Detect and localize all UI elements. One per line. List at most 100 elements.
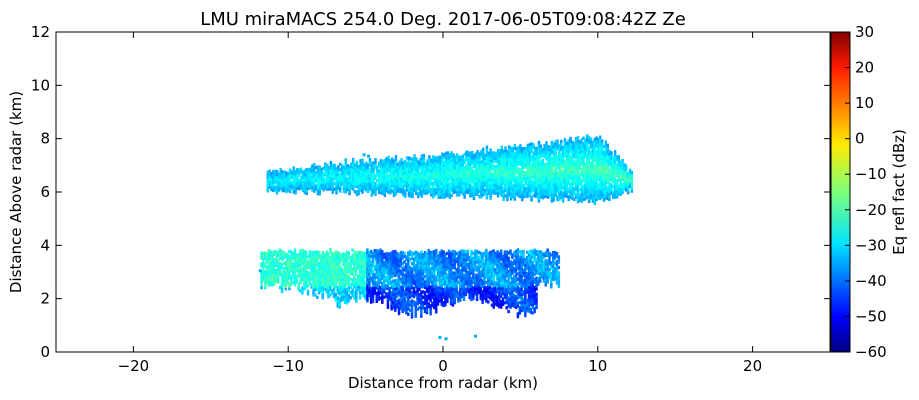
echo-cell [416, 280, 419, 285]
echo-cell [407, 164, 411, 168]
echo-cell [462, 284, 466, 288]
echo-cell [459, 182, 463, 186]
echo-cell [410, 267, 414, 271]
echo-cell [600, 195, 604, 199]
echo-cell [561, 164, 565, 168]
echo-cell [500, 148, 504, 152]
echo-cell [348, 181, 351, 185]
echo-cell [550, 143, 554, 147]
echo-cell [352, 168, 355, 172]
echo-cell [515, 192, 518, 196]
echo-cell [482, 187, 485, 191]
echo-cell [433, 298, 436, 302]
echo-cell [455, 252, 458, 256]
echo-cell [329, 250, 332, 254]
echo-cell [463, 174, 466, 178]
echo-cell [461, 170, 465, 175]
echo-cell [311, 175, 314, 179]
echo-cell [502, 149, 505, 153]
echo-cell [360, 259, 364, 263]
echo-cell [569, 190, 572, 194]
echo-cell [446, 183, 450, 187]
echo-cell [451, 276, 455, 280]
echo-cell [475, 273, 479, 278]
echo-cell [425, 257, 429, 261]
echo-cell [478, 176, 481, 180]
echo-cell [420, 282, 423, 286]
echo-cell [444, 162, 448, 166]
echo-cell [321, 258, 325, 263]
echo-cell [591, 194, 595, 198]
echo-cell [506, 197, 509, 202]
echo-cell [298, 173, 301, 178]
echo-cell [470, 268, 473, 272]
echo-cell [474, 249, 477, 253]
echo-cell [307, 173, 310, 177]
echo-cell [358, 266, 362, 271]
echo-cell [277, 180, 281, 184]
echo-cell [431, 258, 434, 263]
echo-cell [448, 257, 451, 261]
echo-cell [461, 286, 464, 291]
echo-cell [479, 265, 482, 269]
echo-cell [451, 289, 455, 294]
echo-cell [506, 157, 509, 162]
echo-cell [522, 184, 526, 188]
echo-cell [411, 176, 414, 180]
echo-cell [479, 283, 482, 287]
echo-cell [323, 263, 326, 267]
echo-cell [574, 166, 578, 170]
echo-cell [369, 265, 373, 270]
echo-cell [404, 160, 407, 164]
echo-cell [593, 199, 596, 203]
echo-cell [526, 175, 530, 179]
echo-cell [539, 171, 543, 175]
echo-cell [433, 166, 437, 170]
echo-cell [327, 263, 330, 267]
echo-cell [291, 272, 295, 277]
echo-cell [343, 284, 347, 288]
echo-cell [413, 162, 416, 166]
echo-cell [414, 255, 417, 260]
echo-cell [584, 151, 587, 156]
echo-cell [502, 171, 505, 175]
echo-cell [448, 260, 451, 264]
echo-cell [431, 280, 434, 284]
echo-cell [600, 155, 604, 159]
echo-cell [464, 258, 468, 262]
echo-cell [441, 176, 444, 180]
echo-cell [569, 160, 572, 165]
echo-cell [379, 296, 382, 300]
echo-cell [567, 160, 570, 164]
echo-cell [303, 182, 307, 187]
echo-cell [480, 163, 483, 167]
echo-cell [390, 261, 393, 266]
echo-cell [435, 305, 438, 309]
echo-cell [335, 180, 338, 184]
echo-cell [492, 265, 495, 269]
echo-cell [397, 306, 401, 310]
echo-cell [342, 184, 346, 188]
echo-cell [329, 160, 333, 165]
echo-cell [433, 300, 436, 304]
echo-cell [288, 263, 291, 267]
echo-cell [378, 177, 381, 181]
echo-cell [469, 170, 472, 174]
echo-cell [381, 268, 384, 272]
echo-cell [275, 271, 278, 275]
echo-cell [563, 167, 567, 171]
echo-cell [299, 276, 302, 280]
echo-cell [493, 170, 496, 174]
echo-cell [353, 282, 356, 287]
echo-cell [277, 175, 281, 179]
echo-cell [399, 293, 403, 297]
echo-cell [400, 166, 403, 170]
echo-cell [408, 279, 412, 283]
echo-cell [438, 296, 442, 300]
echo-cell [449, 278, 453, 282]
echo-cell [326, 166, 329, 170]
echo-cell [339, 168, 342, 172]
echo-cell [287, 185, 290, 189]
echo-cell [291, 254, 295, 258]
echo-cell [355, 190, 359, 194]
